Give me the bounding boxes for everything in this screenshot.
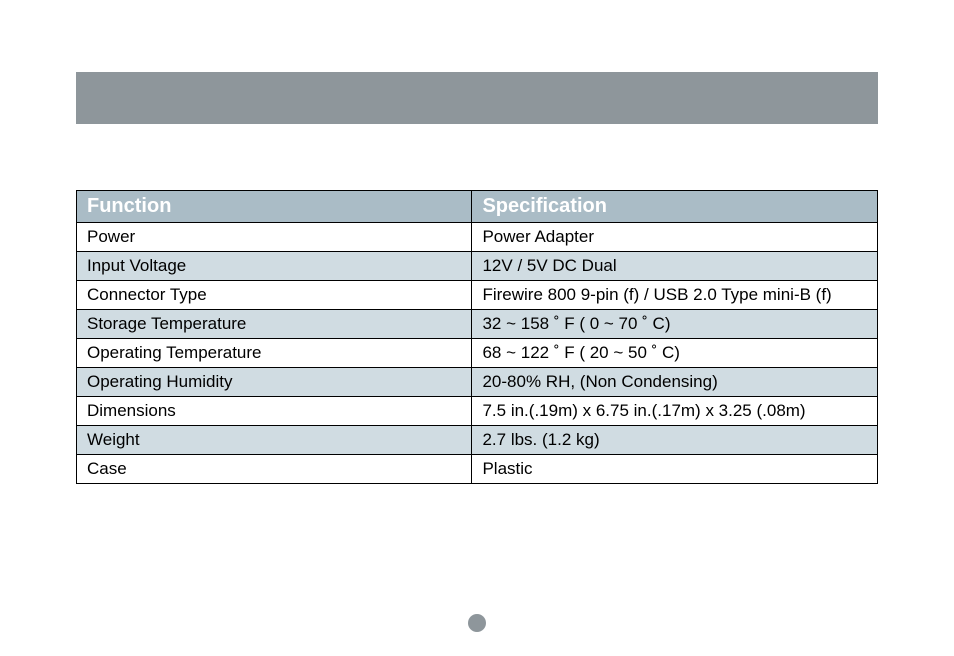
cell-function: Connector Type (77, 281, 472, 310)
table-row: Input Voltage 12V / 5V DC Dual (77, 252, 878, 281)
cell-specification: 12V / 5V DC Dual (472, 252, 878, 281)
cell-function: Case (77, 455, 472, 484)
cell-specification: 32 ~ 158 ˚ F ( 0 ~ 70 ˚ C) (472, 310, 878, 339)
specification-table: Function Specification Power Power Adapt… (76, 190, 878, 484)
table-row: Power Power Adapter (77, 223, 878, 252)
page-indicator-dot (468, 614, 486, 632)
table-row: Dimensions 7.5 in.(.19m) x 6.75 in.(.17m… (77, 397, 878, 426)
header-function: Function (77, 191, 472, 223)
cell-specification: 2.7 lbs. (1.2 kg) (472, 426, 878, 455)
cell-specification: Power Adapter (472, 223, 878, 252)
cell-function: Dimensions (77, 397, 472, 426)
cell-specification: Plastic (472, 455, 878, 484)
cell-specification: Firewire 800 9-pin (f) / USB 2.0 Type mi… (472, 281, 878, 310)
cell-function: Operating Temperature (77, 339, 472, 368)
header-specification: Specification (472, 191, 878, 223)
cell-function: Weight (77, 426, 472, 455)
table-row: Connector Type Firewire 800 9-pin (f) / … (77, 281, 878, 310)
cell-specification: 20-80% RH, (Non Condensing) (472, 368, 878, 397)
cell-function: Input Voltage (77, 252, 472, 281)
table-row: Case Plastic (77, 455, 878, 484)
cell-function: Operating Humidity (77, 368, 472, 397)
table-row: Operating Humidity 20-80% RH, (Non Conde… (77, 368, 878, 397)
cell-specification: 68 ~ 122 ˚ F ( 20 ~ 50 ˚ C) (472, 339, 878, 368)
cell-specification: 7.5 in.(.19m) x 6.75 in.(.17m) x 3.25 (.… (472, 397, 878, 426)
title-bar (76, 72, 878, 124)
table-row: Operating Temperature 68 ~ 122 ˚ F ( 20 … (77, 339, 878, 368)
cell-function: Storage Temperature (77, 310, 472, 339)
cell-function: Power (77, 223, 472, 252)
table-row: Storage Temperature 32 ~ 158 ˚ F ( 0 ~ 7… (77, 310, 878, 339)
table-row: Weight 2.7 lbs. (1.2 kg) (77, 426, 878, 455)
table-header-row: Function Specification (77, 191, 878, 223)
